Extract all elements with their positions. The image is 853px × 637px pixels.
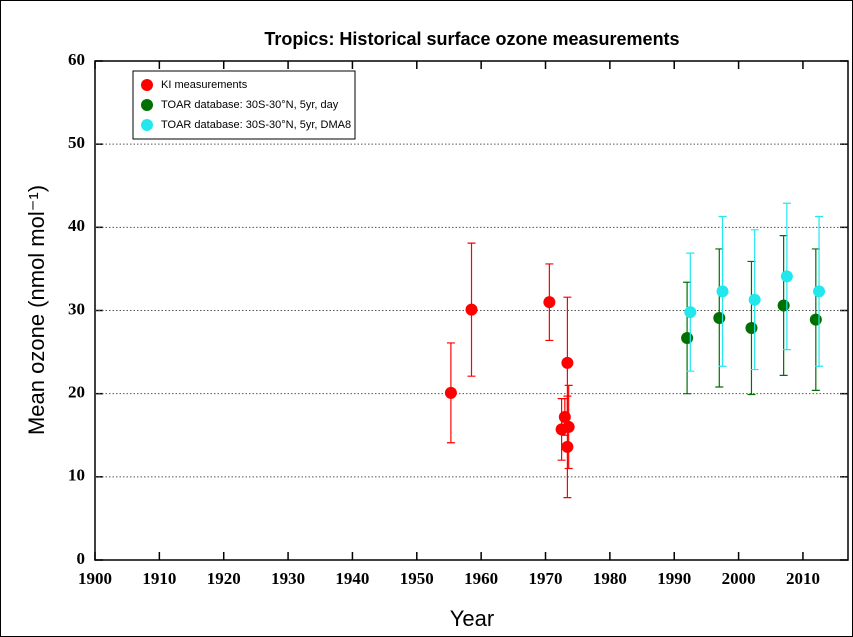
y-tick-label: 10	[68, 466, 85, 485]
legend-box	[132, 70, 356, 140]
point	[777, 299, 790, 312]
point	[543, 296, 556, 309]
x-tick-label: 1970	[529, 569, 563, 588]
point	[561, 356, 574, 369]
x-tick-label: 1930	[271, 569, 305, 588]
y-tick-label: 20	[68, 383, 85, 402]
point	[465, 303, 478, 316]
point	[809, 313, 822, 326]
y-axis-label: Mean ozone (nmol mol⁻¹)	[24, 185, 49, 435]
x-tick-label: 1900	[78, 569, 112, 588]
point	[713, 311, 726, 324]
point	[681, 331, 694, 344]
chart-title: Tropics: Historical surface ozone measur…	[264, 29, 679, 49]
legend-swatch	[141, 79, 153, 91]
legend-swatch	[141, 119, 153, 131]
y-tick-label: 60	[68, 50, 85, 69]
x-tick-label: 1990	[657, 569, 691, 588]
y-tick-label: 50	[68, 133, 85, 152]
point	[558, 410, 571, 423]
point	[444, 386, 457, 399]
y-tick-label: 30	[68, 299, 85, 318]
x-tick-label: 1950	[400, 569, 434, 588]
legend-label: TOAR database: 30S-30°N, 5yr, day	[161, 99, 339, 111]
point	[561, 440, 574, 453]
x-tick-label: 1910	[142, 569, 176, 588]
x-tick-label: 1920	[207, 569, 241, 588]
x-tick-label: 2010	[786, 569, 820, 588]
legend-label: KI measurements	[161, 79, 248, 91]
point	[716, 285, 729, 298]
point	[745, 321, 758, 334]
legend-swatch	[141, 99, 153, 111]
x-tick-label: 1980	[593, 569, 627, 588]
point	[684, 306, 697, 319]
y-tick-label: 0	[77, 549, 86, 568]
x-tick-label: 2000	[722, 569, 756, 588]
x-tick-label: 1940	[335, 569, 369, 588]
point	[748, 293, 761, 306]
point	[813, 285, 826, 298]
point	[562, 420, 575, 433]
x-axis-label: Year	[450, 606, 494, 631]
point	[780, 270, 793, 283]
y-tick-label: 40	[68, 216, 85, 235]
legend-label: TOAR database: 30S-30°N, 5yr, DMA8	[161, 119, 351, 131]
x-tick-label: 1960	[464, 569, 498, 588]
